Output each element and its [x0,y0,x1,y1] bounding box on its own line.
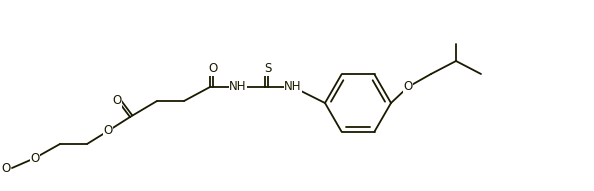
Text: O: O [208,62,217,75]
Text: O: O [1,162,11,175]
Text: NH: NH [229,80,247,94]
Text: NH: NH [285,80,302,94]
Text: O: O [30,151,40,164]
Text: O: O [112,95,122,108]
Text: O: O [403,80,413,94]
Text: O: O [103,125,113,138]
Text: S: S [264,62,271,75]
